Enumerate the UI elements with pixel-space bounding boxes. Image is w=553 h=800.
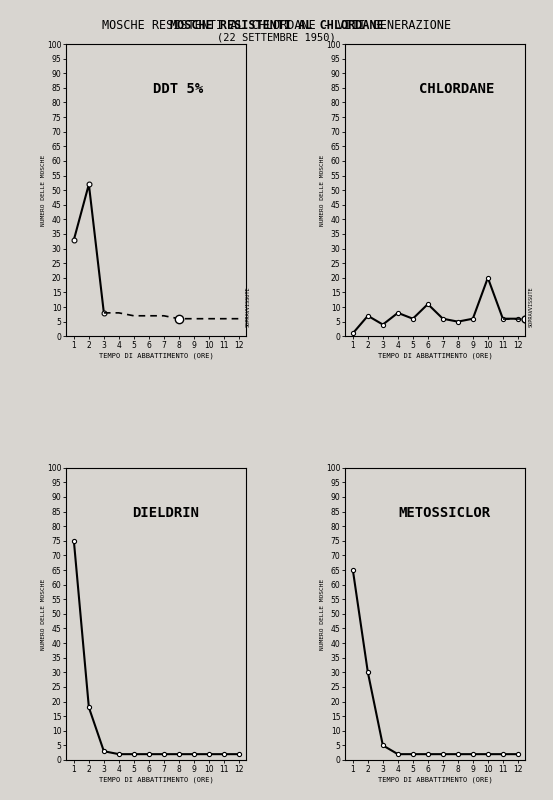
Y-axis label: NUMERO DELLE MOSCHE: NUMERO DELLE MOSCHE xyxy=(320,154,325,226)
Text: MOSCHE RESISTENTI AL CHLORDANE - VIII GENERAZIONE: MOSCHE RESISTENTI AL CHLORDANE - VIII GE… xyxy=(102,19,451,32)
Text: DDT 5%: DDT 5% xyxy=(153,82,203,96)
Text: DIELDRIN: DIELDRIN xyxy=(132,506,199,520)
Y-axis label: NUMERO DELLE MOSCHE: NUMERO DELLE MOSCHE xyxy=(40,578,45,650)
Text: MOSCHE RESISTENTI AL CHLORDANE: MOSCHE RESISTENTI AL CHLORDANE xyxy=(170,19,383,32)
Text: CHLORDANE: CHLORDANE xyxy=(419,82,494,96)
X-axis label: TEMPO DI ABBATTIMENTO (ORE): TEMPO DI ABBATTIMENTO (ORE) xyxy=(99,353,213,359)
Text: SOPRAVVISSUTE: SOPRAVVISSUTE xyxy=(246,287,251,327)
X-axis label: TEMPO DI ABBATTIMENTO (ORE): TEMPO DI ABBATTIMENTO (ORE) xyxy=(378,353,493,359)
Text: (22 SETTEMBRE 1950): (22 SETTEMBRE 1950) xyxy=(217,32,336,42)
Text: SOPRAVVISSUTE: SOPRAVVISSUTE xyxy=(529,287,534,327)
X-axis label: TEMPO DI ABBATTIMENTO (ORE): TEMPO DI ABBATTIMENTO (ORE) xyxy=(99,777,213,783)
Y-axis label: NUMERO DELLE MOSCHE: NUMERO DELLE MOSCHE xyxy=(40,154,45,226)
Text: METOSSICLOR: METOSSICLOR xyxy=(398,506,491,520)
X-axis label: TEMPO DI ABBATTIMENTO (ORE): TEMPO DI ABBATTIMENTO (ORE) xyxy=(378,777,493,783)
Y-axis label: NUMERO DELLE MOSCHE: NUMERO DELLE MOSCHE xyxy=(320,578,325,650)
